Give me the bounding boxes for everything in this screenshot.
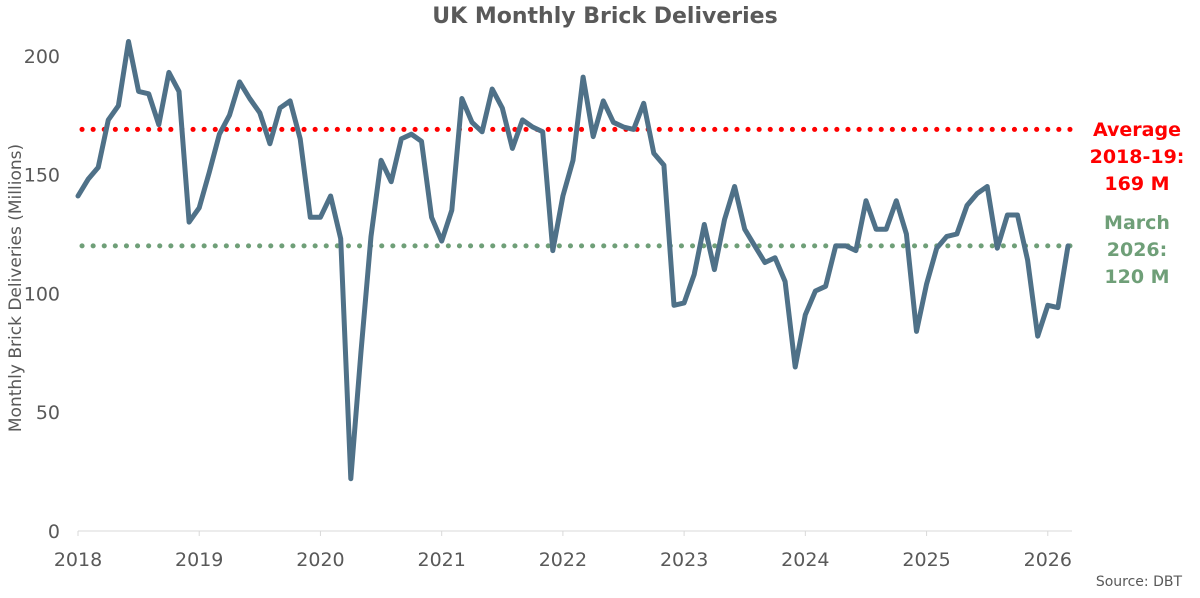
y-tick-label: 150: [24, 165, 60, 187]
chart-title: UK Monthly Brick Deliveries: [432, 4, 778, 29]
x-tick-label: 2026: [1024, 549, 1072, 571]
march-annotation-line-1: March: [1104, 212, 1170, 234]
march-annotation: March 2026: 120 M: [1078, 210, 1196, 291]
x-tick-label: 2024: [781, 549, 829, 571]
x-tick-label: 2023: [660, 549, 708, 571]
y-tick-label: 50: [36, 402, 60, 424]
average-annotation: Average 2018-19: 169 M: [1078, 117, 1196, 198]
march-annotation-line-2: 2026:: [1106, 239, 1168, 261]
x-tick-label: 2018: [54, 549, 102, 571]
y-tick-label: 200: [24, 46, 60, 68]
y-tick-label: 100: [24, 283, 60, 305]
x-tick-label: 2020: [296, 549, 344, 571]
source-note: Source: DBT: [1095, 574, 1182, 590]
x-tick-labels: 2018 2019 2020 2021 2022 2023 2024 2025 2026: [54, 531, 1072, 571]
x-tick-label: 2022: [539, 549, 587, 571]
x-tick-label: 2021: [417, 549, 465, 571]
series-group: [75, 39, 1071, 482]
y-tick-labels: 0 50 100 150 200: [24, 46, 60, 543]
average-annotation-line-1: Average: [1093, 119, 1181, 141]
series-line: [75, 39, 1071, 482]
march-annotation-line-3: 120 M: [1104, 266, 1170, 288]
y-tick-label: 0: [48, 521, 60, 543]
reference-lines: [79, 126, 1075, 249]
x-tick-label: 2019: [175, 549, 223, 571]
average-annotation-line-2: 2018-19:: [1089, 146, 1185, 168]
average-annotation-line-3: 169 M: [1104, 173, 1170, 195]
x-tick-label: 2025: [902, 549, 950, 571]
